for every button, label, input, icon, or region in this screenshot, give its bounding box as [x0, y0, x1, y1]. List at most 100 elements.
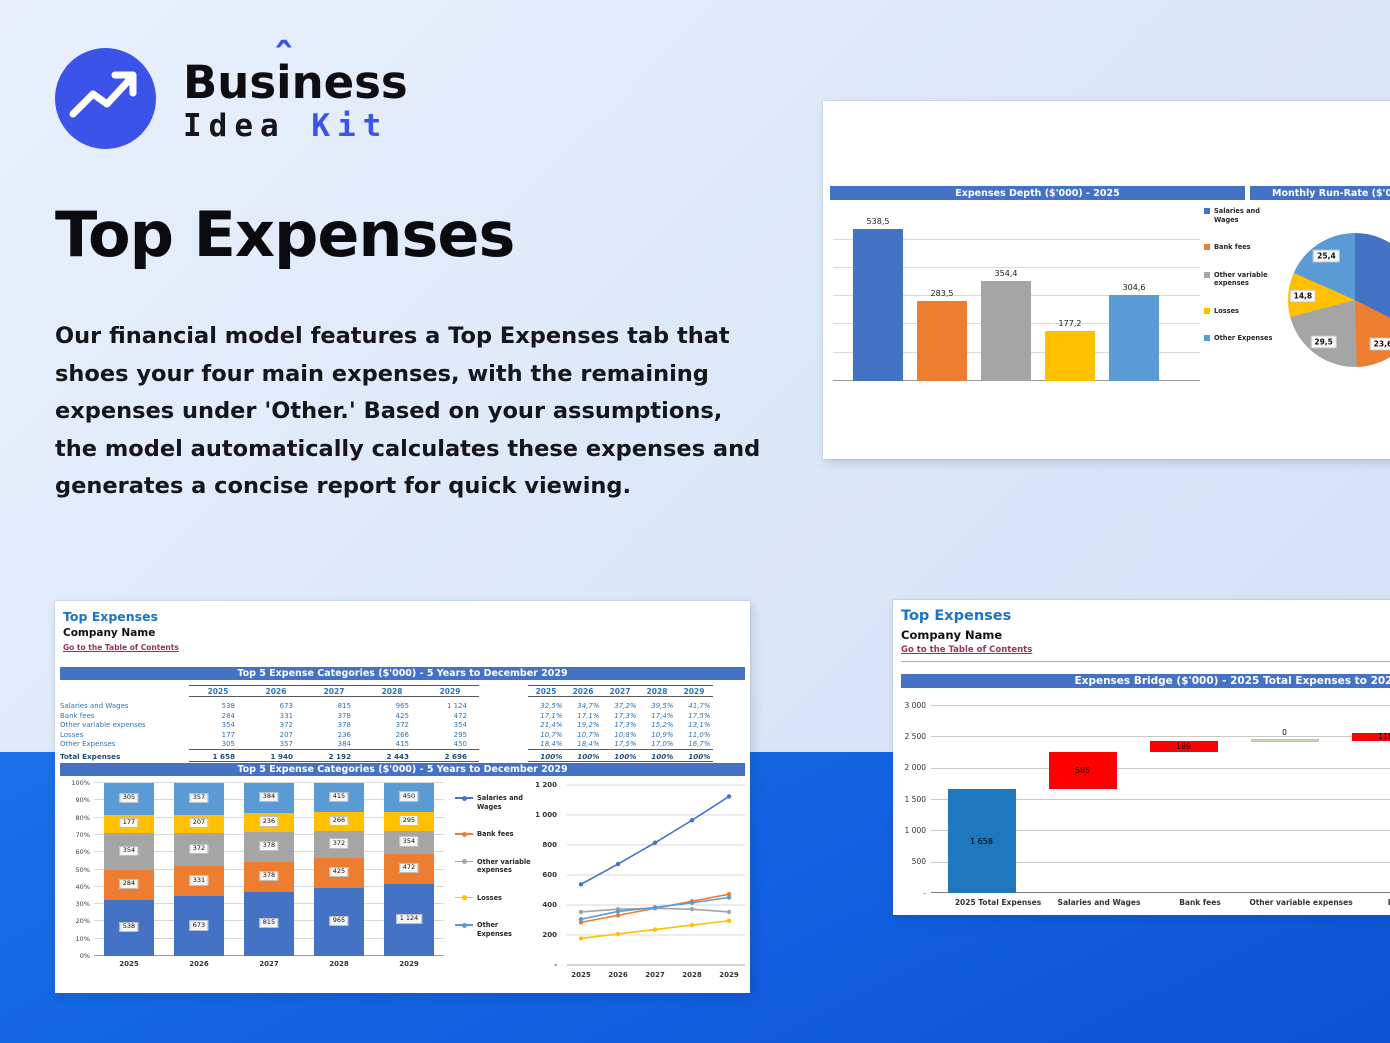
- cell-value: 538: [221, 702, 235, 710]
- legend-marker: [455, 858, 473, 866]
- x-tick-label: 2025: [571, 971, 591, 979]
- cell-pct: 17,0%: [651, 740, 674, 748]
- header-divider-line: [901, 661, 1390, 662]
- y-tick-label: 50%: [75, 865, 90, 874]
- legend-label: Losses: [477, 893, 502, 902]
- table-border-line: [527, 696, 713, 697]
- table-border-line: [527, 749, 713, 750]
- y-tick-label: 10%: [75, 934, 90, 943]
- total-cell-value: 1 940: [270, 751, 293, 761]
- cell-value: 354: [453, 721, 467, 729]
- total-cell-pct: 100%: [577, 751, 600, 761]
- monthly-run-rate-pie-chart: 23,6 29,5 14,8 25,4: [1288, 233, 1390, 367]
- table-border-line: [189, 696, 479, 697]
- year-header: 2028: [381, 687, 403, 696]
- cell-value: 425: [395, 711, 409, 720]
- brand-subtitle: Idea Kit: [183, 109, 408, 143]
- cell-pct: 39,5%: [651, 702, 674, 710]
- stacked-bar-chart: 538 284 354 177 305 673 331 372 207 357 815 378 378 2…: [60, 779, 452, 983]
- year-header: 2027: [323, 687, 345, 696]
- segment-data-label: 354: [399, 836, 419, 847]
- cell-value: 378: [337, 721, 351, 729]
- row-label: Salaries and Wages: [60, 702, 129, 710]
- segment-data-label: 965: [329, 915, 349, 927]
- segment-data-label: 372: [189, 843, 209, 855]
- legend-marker: [1204, 244, 1210, 250]
- sheet-title: Top Expenses: [901, 608, 1012, 624]
- legend-dot: [462, 895, 467, 900]
- cell-pct: 13,1%: [688, 721, 711, 729]
- legend-item: Salaries and Wages: [455, 794, 535, 811]
- table-of-contents-link[interactable]: Go to the Table of Contents: [63, 643, 179, 652]
- year-header: 2026: [265, 687, 287, 696]
- stacked-bar-plot: 538 284 354 177 305 673 331 372 207 357 815 378 378 2…: [94, 782, 444, 956]
- y-tick-label: 0%: [79, 952, 90, 960]
- waterfall-data-label: 118: [1377, 732, 1390, 742]
- waterfall-flat-bar: [1250, 739, 1319, 743]
- segment-data-label: 472: [399, 862, 419, 874]
- segment-data-label: 177: [119, 817, 139, 829]
- segment-data-label: 207: [189, 817, 209, 829]
- brand-subtitle-dark: Idea: [183, 108, 286, 144]
- year-header: 2026: [572, 687, 594, 696]
- table-border-line: [189, 685, 479, 686]
- gridline: [94, 782, 444, 783]
- cell-value: 331: [279, 711, 293, 720]
- sheet-title: Top Expenses: [63, 609, 159, 624]
- cell-pct: 17,1%: [540, 711, 563, 720]
- total-cell-pct: 100%: [688, 751, 711, 761]
- total-cell-value: 2 443: [386, 751, 409, 761]
- x-tick-label: 2029: [719, 971, 739, 979]
- bar-value-label: 177,2: [1058, 318, 1082, 328]
- bar-chart-header: Expenses Depth ($'000) - 2025: [830, 186, 1245, 200]
- waterfall-bar: [1048, 752, 1117, 790]
- legend-dot: [462, 859, 467, 864]
- series-legend: Salaries and Wages Bank fees Other variabl…: [455, 794, 535, 957]
- y-tick-label: 100%: [71, 779, 90, 787]
- y-tick-label: 400: [542, 901, 557, 909]
- segment-data-label: 673: [189, 920, 209, 931]
- segment-data-label: 266: [329, 815, 349, 827]
- line-chart-svg: [567, 784, 745, 966]
- table-border-line: [189, 749, 479, 750]
- total-cell-value: 1 658: [212, 751, 235, 761]
- segment-data-label: 372: [329, 838, 349, 849]
- legend-label: Other Expenses: [477, 921, 512, 938]
- legend-label: Other Expenses: [1214, 334, 1273, 342]
- axis-baseline: [931, 892, 1390, 893]
- pie-data-label: 29,5: [1310, 335, 1337, 349]
- x-tick-label: Other variable expenses: [1249, 898, 1353, 907]
- y-tick-label: 3 000: [904, 700, 926, 710]
- segment-data-label: 357: [189, 792, 209, 804]
- cell-value: 372: [395, 721, 409, 729]
- legend-dot: [462, 795, 467, 801]
- year-header: 2029: [439, 687, 461, 696]
- legend-label: Bank fees: [1214, 243, 1251, 251]
- legend-marker: [455, 794, 473, 802]
- bar-value-label: 304,6: [1122, 282, 1146, 292]
- y-tick-label: 70%: [75, 830, 90, 839]
- x-tick-label: 2027: [645, 971, 665, 979]
- cell-pct: 17,1%: [577, 711, 600, 720]
- table-of-contents-link[interactable]: Go to the Table of Contents: [901, 645, 1033, 655]
- x-tick-label: 2026: [608, 971, 628, 979]
- company-name: Company Name: [63, 627, 156, 639]
- waterfall-data-label: 1 658: [970, 836, 993, 846]
- waterfall-bar: [1351, 733, 1390, 741]
- segment-data-label: 378: [259, 840, 279, 852]
- total-cell-pct: 100%: [540, 751, 563, 761]
- y-tick-label: -: [923, 888, 926, 898]
- cell-value: 472: [453, 711, 467, 720]
- y-tick-label: 1 000: [535, 811, 557, 819]
- total-row-label: Total Expenses: [60, 751, 121, 761]
- cell-value: 1 124: [446, 702, 467, 710]
- cell-pct: 17,5%: [688, 711, 711, 720]
- legend-label: Salaries and Wages: [477, 794, 523, 811]
- segment-data-label: 415: [329, 791, 349, 803]
- pie-data-label: 25,4: [1313, 249, 1340, 263]
- segment-data-label: 378: [259, 870, 279, 882]
- legend-dot: [462, 922, 467, 928]
- cell-pct: 17,3%: [614, 721, 637, 729]
- expense-table: 2025 2025 2026 2026 2027 2027 2028 2028 2029 2029…: [60, 685, 745, 765]
